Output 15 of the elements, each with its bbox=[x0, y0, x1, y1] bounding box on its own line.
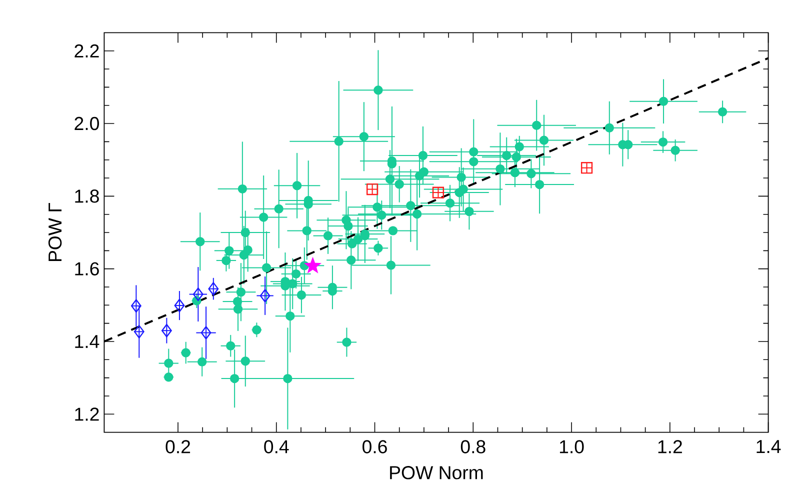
y-tick-label: 1.2 bbox=[75, 408, 99, 421]
x-tick-label: 0.4 bbox=[264, 440, 289, 454]
y-tick-label: 1.4 bbox=[75, 335, 100, 348]
x-tick-label: 1.2 bbox=[658, 440, 682, 454]
x-axis-title: POW Norm bbox=[390, 466, 483, 480]
x-tick-label: 1.0 bbox=[560, 440, 584, 454]
x-tick-label: 0.8 bbox=[460, 440, 486, 454]
y-tick-label: 1.6 bbox=[75, 262, 99, 276]
y-tick-label: 2.2 bbox=[74, 44, 99, 58]
x-tick-label: 0.2 bbox=[166, 440, 190, 454]
x-tick-label: 0.6 bbox=[362, 440, 387, 454]
y-axis-title: POW Γ bbox=[48, 203, 62, 262]
y-tick-label: 2.0 bbox=[74, 116, 99, 130]
y-tick-label: 1.8 bbox=[75, 190, 99, 203]
x-tick-label: 1.4 bbox=[756, 440, 781, 453]
